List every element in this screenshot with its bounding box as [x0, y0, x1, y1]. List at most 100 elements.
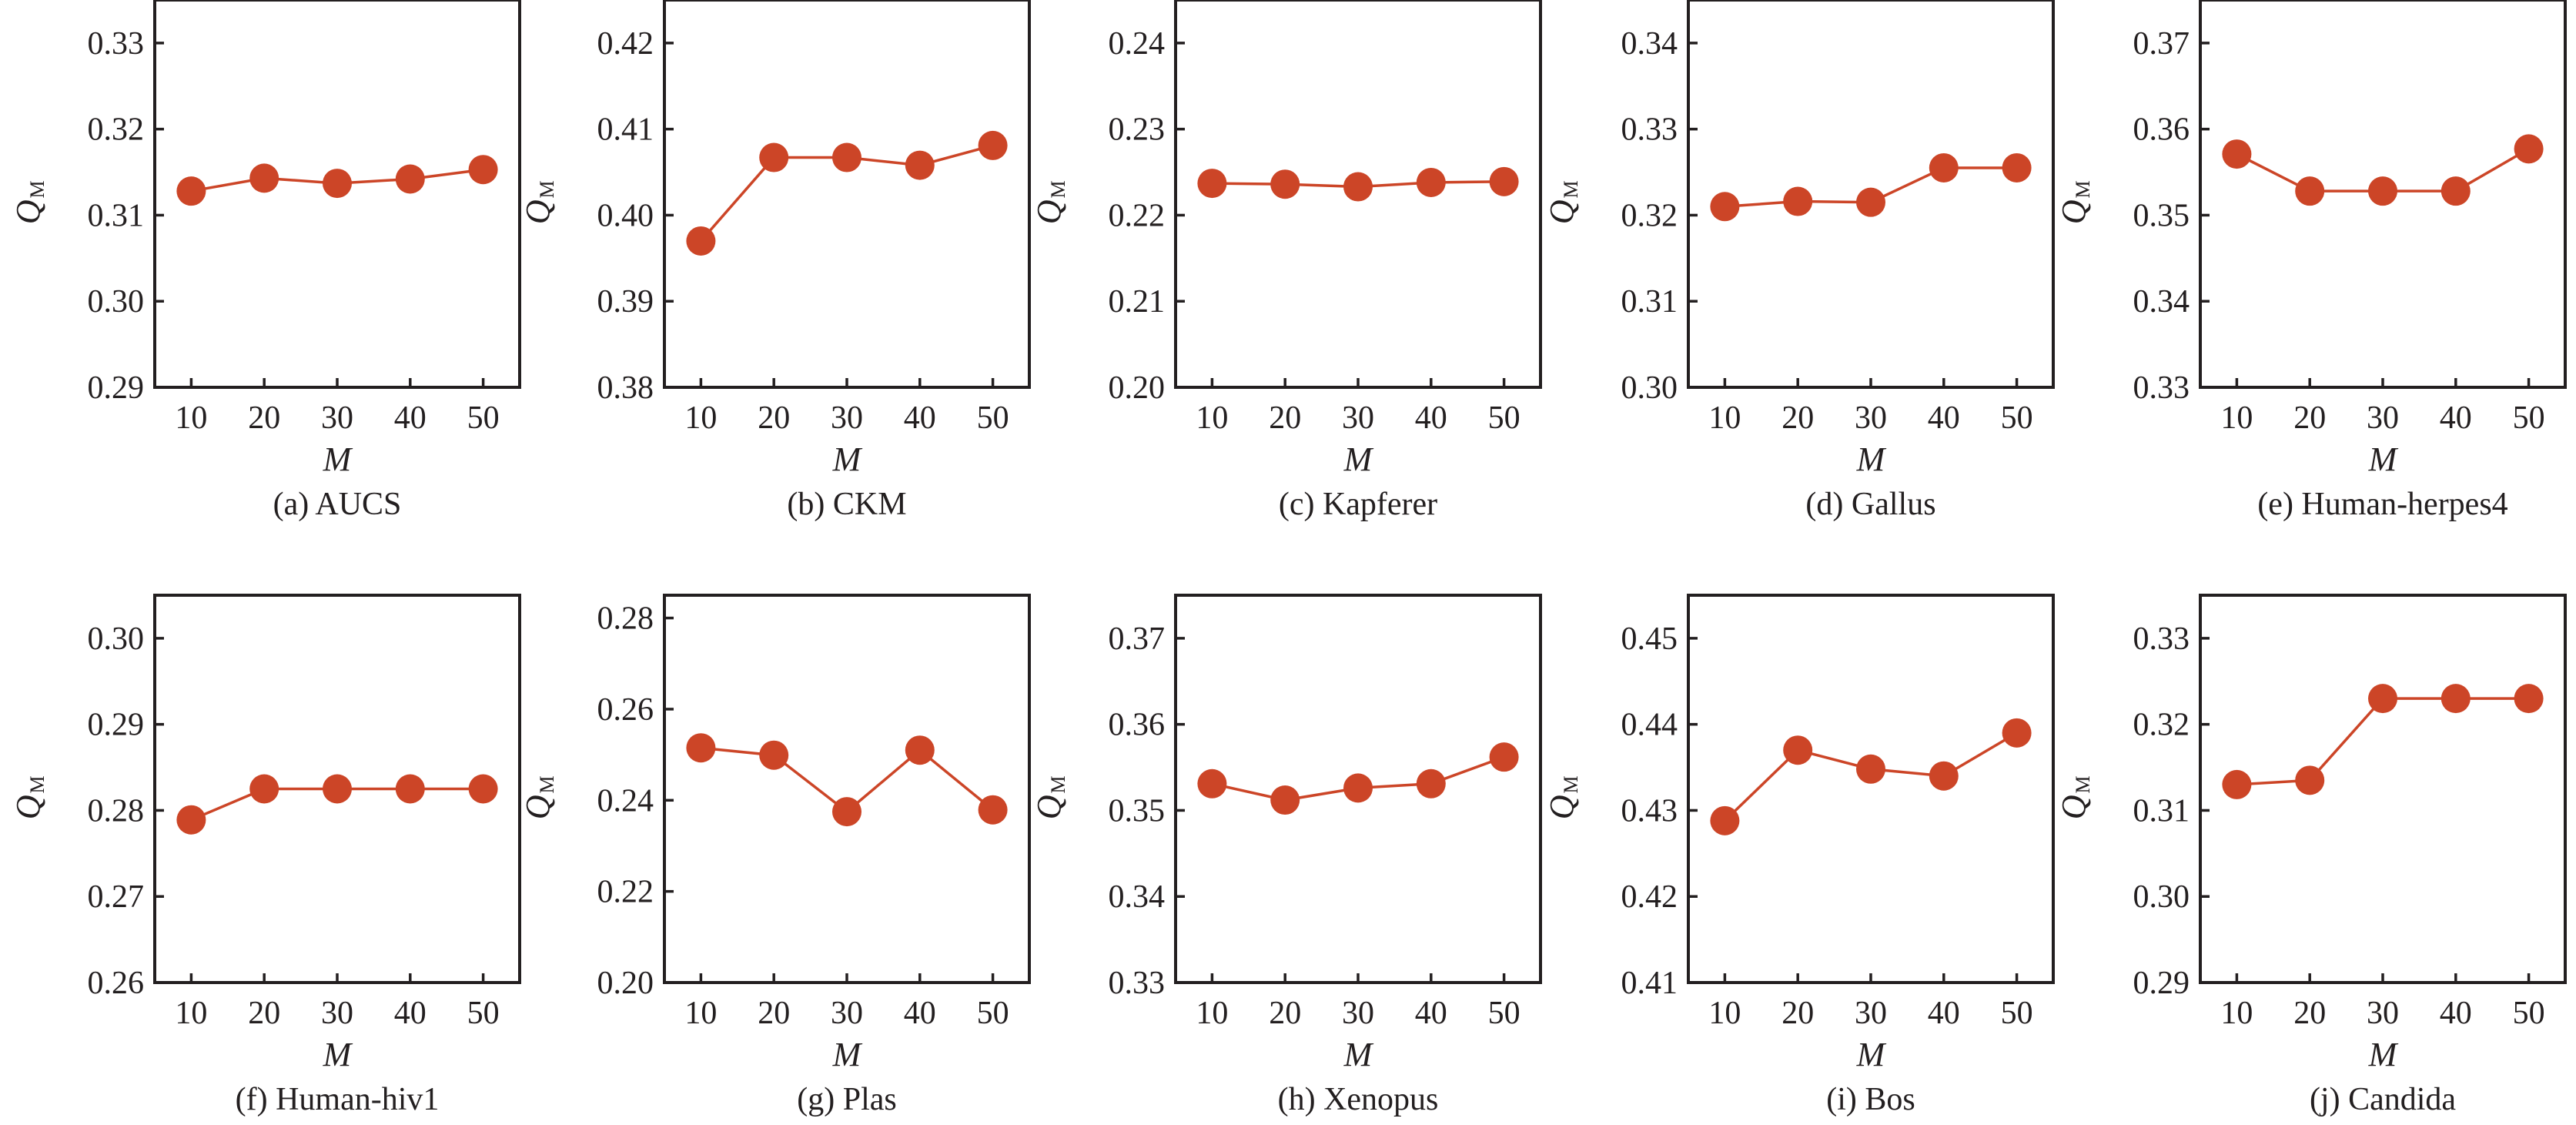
x-tick-label: 20 — [1781, 400, 1814, 436]
y-tick-label: 0.42 — [597, 26, 654, 62]
x-tick-label: 50 — [977, 400, 1009, 436]
y-tick-label: 0.42 — [1621, 879, 1678, 915]
data-point — [395, 774, 425, 804]
x-tick-label: 40 — [394, 400, 427, 436]
x-tick-label: 10 — [1708, 996, 1741, 1031]
subplot-h: 0.33 0.34 0.35 0.36 0.37 10 20 30 40 50 M (h) Xenop… — [1030, 594, 1542, 1117]
data-point — [323, 169, 352, 199]
x-tick-label: 40 — [1415, 996, 1447, 1031]
data-point — [249, 163, 279, 193]
data-point — [759, 740, 789, 770]
data-point — [1783, 735, 1813, 765]
y-tick-label: 0.35 — [2133, 198, 2190, 233]
data-point — [2514, 134, 2544, 164]
x-tick-label: 10 — [2220, 400, 2253, 436]
y-axis-label: QM — [519, 180, 558, 224]
y-axis-label-main: Q — [2055, 200, 2093, 225]
data-point — [2002, 152, 2032, 182]
x-tick-label: 10 — [1708, 400, 1741, 436]
y-axis-label: QM — [1030, 180, 1069, 224]
data-point — [176, 805, 206, 835]
y-tick-label: 0.31 — [1621, 284, 1678, 320]
y-tick-label: 0.32 — [1621, 198, 1678, 233]
subplot-g: 0.20 0.22 0.24 0.26 0.28 10 20 30 40 50 M (g) Plas Q… — [519, 594, 1031, 1117]
data-point — [1270, 785, 1300, 815]
x-tick-label: 40 — [1928, 996, 1960, 1031]
data-point — [1416, 768, 1446, 799]
y-tick-label: 0.32 — [88, 112, 145, 148]
data-point — [1856, 754, 1885, 784]
y-tick-label: 0.30 — [88, 621, 145, 657]
plot-frame — [1687, 594, 2055, 984]
y-axis-label: QM — [2055, 180, 2094, 224]
x-axis-label: M — [1343, 440, 1374, 478]
y-tick-label: 0.26 — [597, 692, 654, 728]
y-axis-label-subscript: M — [1560, 180, 1582, 198]
subplot-caption: (d) Gallus — [1805, 487, 1935, 522]
subplot-j: 0.29 0.30 0.31 0.32 0.33 10 20 30 40 50 M (j) Candi… — [2055, 594, 2567, 1117]
x-axis-label: M — [1856, 440, 1887, 478]
y-axis-label-subscript: M — [26, 775, 49, 793]
y-tick-label: 0.37 — [1109, 621, 1166, 657]
y-tick-label: 0.29 — [88, 708, 145, 743]
y-axis-label-main: Q — [1543, 795, 1581, 820]
subplot-caption: (f) Human-hiv1 — [236, 1082, 440, 1117]
y-tick-label: 0.37 — [2133, 26, 2190, 62]
data-point — [1197, 768, 1227, 799]
y-axis-label-subscript: M — [536, 180, 558, 198]
x-tick-label: 50 — [1488, 996, 1521, 1031]
y-tick-label: 0.20 — [597, 966, 654, 1001]
x-tick-label: 50 — [2513, 400, 2545, 436]
y-axis-label: QM — [1030, 775, 1069, 819]
y-axis-label-main: Q — [519, 200, 557, 225]
x-tick-label: 20 — [2293, 400, 2326, 436]
x-tick-label: 20 — [758, 996, 790, 1031]
data-point — [468, 155, 498, 185]
data-point — [1343, 172, 1373, 202]
x-tick-label: 50 — [2001, 400, 2033, 436]
y-tick-label: 0.44 — [1621, 708, 1678, 743]
y-axis-label-subscript: M — [536, 775, 558, 793]
y-axis-label: QM — [1543, 775, 1582, 819]
y-axis-label: QM — [2055, 775, 2094, 819]
y-tick-label: 0.36 — [2133, 112, 2190, 148]
x-tick-label: 30 — [1342, 400, 1374, 436]
data-point — [323, 774, 352, 804]
y-tick-label: 0.22 — [597, 875, 654, 910]
data-point — [2222, 769, 2252, 799]
y-tick-label: 0.36 — [1109, 708, 1166, 743]
data-point — [832, 142, 861, 172]
data-point — [176, 176, 206, 206]
x-tick-label: 30 — [321, 996, 353, 1031]
y-tick-label: 0.33 — [88, 26, 145, 62]
y-tick-label: 0.20 — [1109, 370, 1166, 406]
data-point — [2295, 765, 2325, 795]
data-point — [2368, 176, 2397, 206]
data-point — [1489, 742, 1519, 772]
data-point — [1710, 805, 1740, 835]
y-axis-label-subscript: M — [26, 180, 49, 198]
y-tick-label: 0.31 — [2133, 793, 2190, 829]
x-tick-label: 50 — [467, 996, 500, 1031]
x-tick-label: 30 — [831, 400, 863, 436]
plot-frame — [663, 594, 1031, 984]
x-tick-label: 20 — [1269, 400, 1301, 436]
data-point — [1343, 773, 1373, 803]
y-tick-label: 0.30 — [1621, 370, 1678, 406]
subplot-a: 0.29 0.30 0.31 0.32 0.33 10 20 30 40 50 M (a) AUCS Q… — [9, 0, 521, 522]
x-tick-label: 20 — [1269, 996, 1301, 1031]
x-tick-label: 10 — [684, 400, 717, 436]
x-tick-label: 40 — [2440, 996, 2472, 1031]
x-tick-label: 40 — [904, 996, 936, 1031]
x-axis-label: M — [1856, 1036, 1887, 1073]
y-tick-label: 0.33 — [2133, 370, 2190, 406]
x-tick-label: 50 — [977, 996, 1009, 1031]
y-tick-label: 0.43 — [1621, 793, 1678, 829]
y-tick-label: 0.34 — [1621, 26, 1678, 62]
y-tick-label: 0.41 — [597, 112, 654, 148]
y-axis-label: QM — [1543, 180, 1582, 224]
y-tick-label: 0.21 — [1109, 284, 1166, 320]
x-tick-label: 50 — [2513, 996, 2545, 1031]
x-tick-label: 50 — [1488, 400, 1521, 436]
data-point — [1929, 761, 1959, 791]
